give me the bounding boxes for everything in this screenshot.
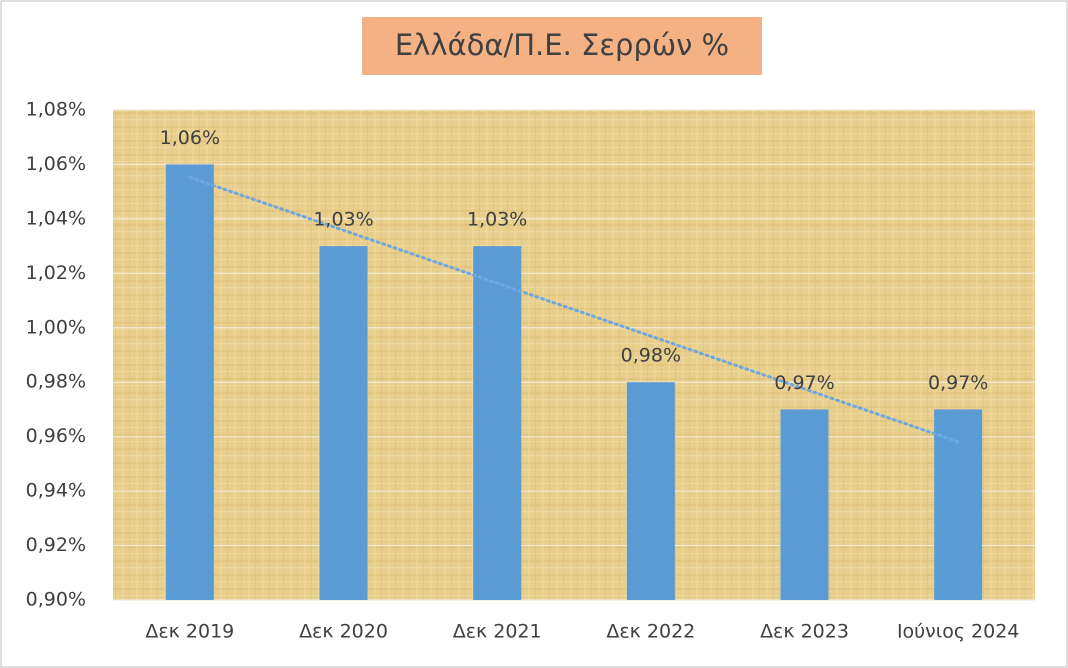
x-tick-label: Δεκ 2022 bbox=[606, 621, 695, 643]
y-tick-label: 1,00% bbox=[26, 316, 86, 338]
y-tick-label: 0,98% bbox=[26, 371, 86, 393]
bar bbox=[934, 409, 983, 600]
value-label: 1,03% bbox=[467, 209, 527, 231]
x-tick-label: Ιούνιος 2024 bbox=[897, 621, 1019, 643]
y-tick-label: 1,04% bbox=[26, 207, 86, 229]
bar bbox=[626, 382, 675, 600]
chart-title: Ελλάδα/Π.Ε. Σερρών % bbox=[395, 28, 729, 62]
value-label: 0,97% bbox=[774, 372, 834, 394]
bar bbox=[473, 246, 522, 600]
y-tick-label: 0,96% bbox=[26, 425, 86, 447]
title-box bbox=[362, 17, 762, 75]
y-tick-label: 0,94% bbox=[26, 480, 86, 502]
x-tick-label: Δεκ 2023 bbox=[760, 621, 849, 643]
value-label: 0,97% bbox=[928, 372, 988, 394]
value-label: 0,98% bbox=[621, 345, 681, 367]
y-tick-label: 0,92% bbox=[26, 534, 86, 556]
x-tick-label: Δεκ 2020 bbox=[299, 621, 388, 643]
y-tick-label: 1,06% bbox=[26, 153, 86, 175]
x-tick-label: Δεκ 2019 bbox=[145, 621, 234, 643]
y-tick-label: 1,02% bbox=[26, 262, 86, 284]
trendline bbox=[188, 175, 960, 444]
value-label: 1,06% bbox=[160, 127, 220, 149]
value-label: 1,03% bbox=[313, 209, 373, 231]
x-tick-label: Δεκ 2021 bbox=[453, 621, 542, 643]
bar bbox=[319, 246, 368, 600]
bar bbox=[780, 409, 829, 600]
y-tick-label: 0,90% bbox=[26, 589, 86, 611]
bar bbox=[165, 164, 214, 600]
plot-background bbox=[113, 110, 1035, 600]
y-tick-label: 1,08% bbox=[26, 99, 86, 121]
